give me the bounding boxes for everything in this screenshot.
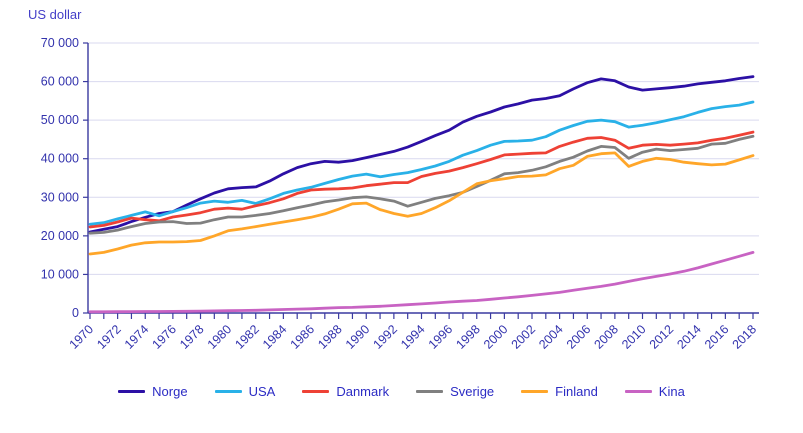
x-tick-label: 2012: [647, 322, 677, 352]
legend-label-finland: Finland: [555, 384, 598, 399]
series-line-finland: [88, 151, 755, 256]
x-tick-label: 1974: [122, 322, 152, 352]
y-tick-label: 20 000: [41, 229, 79, 243]
x-tick-label: 1994: [398, 322, 428, 352]
legend-label-sverige: Sverige: [450, 384, 495, 399]
x-tick-label: 1986: [288, 322, 318, 352]
legend-swatch-sverige: [416, 390, 444, 393]
x-tick-label: 2002: [509, 322, 539, 352]
chart-title: US dollar: [28, 7, 82, 22]
x-tick-label: 1978: [177, 322, 207, 352]
y-tick-label: 10 000: [41, 267, 79, 281]
y-tick-label: 70 000: [41, 36, 79, 50]
x-tick-label: 2014: [674, 322, 704, 352]
x-tick-label: 1972: [94, 322, 124, 352]
legend-item-sverige: Sverige: [416, 384, 494, 399]
x-tick-label: 1982: [232, 322, 262, 352]
x-tick-label: 1976: [149, 322, 179, 352]
legend-label-norge: Norge: [152, 384, 188, 399]
series-line-kina: [88, 250, 755, 314]
x-tick-label: 2008: [591, 322, 621, 352]
x-tick-label: 1990: [343, 322, 373, 352]
legend-swatch-norge: [118, 390, 146, 393]
y-tick-label: 30 000: [41, 190, 79, 204]
x-tick-label: 2000: [481, 322, 511, 352]
x-tick-label: 2010: [619, 322, 649, 352]
legend-swatch-usa: [214, 390, 242, 393]
x-tick-label: 1992: [370, 322, 400, 352]
series-line-norge: [88, 75, 755, 234]
x-tick-label: 1996: [426, 322, 456, 352]
legend-item-usa: USA: [214, 384, 276, 399]
series-line-usa: [88, 100, 755, 226]
y-tick-label: 40 000: [41, 152, 79, 166]
x-tick-label: 2018: [730, 322, 760, 352]
legend-swatch-kina: [624, 390, 652, 393]
y-tick-label: 0: [72, 306, 79, 320]
x-tick-label: 1998: [453, 322, 483, 352]
x-tick-label: 1970: [67, 322, 97, 352]
y-tick-label: 50 000: [41, 113, 79, 127]
legend-item-norge: Norge: [118, 384, 188, 399]
legend-swatch-finland: [521, 390, 549, 393]
plot-area: 0 10 000 20 000 30 000 40 000 50 000 60 000 70 …: [41, 36, 760, 352]
chart-legend: Norge USA Danmark Sverige Finland Kina: [0, 384, 803, 399]
x-tick-label: 1984: [260, 322, 290, 352]
legend-label-usa: USA: [248, 384, 276, 399]
legend-label-danmark: Danmark: [336, 384, 390, 399]
x-tick-label: 2016: [702, 322, 732, 352]
y-tick-label: 60 000: [41, 75, 79, 89]
x-tick-label: 2006: [564, 322, 594, 352]
x-tick-label: 2004: [536, 322, 566, 352]
x-tick-label: 1988: [315, 322, 345, 352]
legend-swatch-danmark: [302, 390, 330, 393]
legend-item-finland: Finland: [521, 384, 598, 399]
legend-label-kina: Kina: [658, 384, 685, 399]
legend-item-danmark: Danmark: [302, 384, 389, 399]
legend-item-kina: Kina: [624, 384, 685, 399]
series-line-sverige: [88, 134, 755, 235]
x-tick-label: 1980: [205, 322, 235, 352]
series-line-danmark: [88, 130, 755, 229]
